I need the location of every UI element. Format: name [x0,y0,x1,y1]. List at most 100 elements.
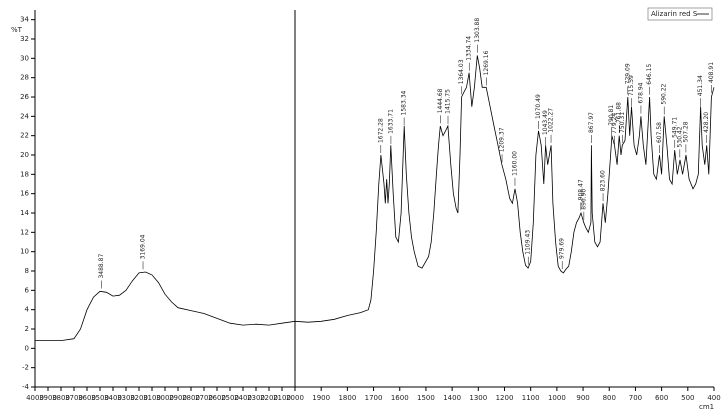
peak-label: 530.42 [676,126,683,147]
x-tick-label: 3600 [78,394,96,402]
peak-label: 715.59 [628,75,635,96]
x-tick-label: 2300 [247,394,265,402]
y-axis-label: %T [11,26,23,34]
y-tick-label: 26 [20,93,29,101]
x-tick-label: 2500 [221,394,239,402]
peak-label: 3488.87 [98,254,105,279]
peak-label: 867.97 [588,112,595,133]
x-tick-label: 2700 [195,394,213,402]
peak-label: 1364.03 [458,59,465,84]
x-tick-label: 600 [655,394,668,402]
peak-label: 1583.34 [401,90,408,115]
y-tick-label: 0 [25,344,29,352]
y-tick-label: -2 [22,364,29,372]
x-tick-label: 3300 [117,394,135,402]
y-tick-label: 28 [20,74,29,82]
peak-label: 750.31 [619,112,626,133]
y-tick-label: 18 [20,170,29,178]
peak-label: 607.58 [656,122,663,143]
x-tick-label: 2200 [260,394,278,402]
peak-label: 1022.27 [548,108,555,133]
y-tick-label: 4 [25,306,30,314]
x-tick-label: 4000 [26,394,44,402]
y-tick-label: 2 [25,325,29,333]
peak-label: 678.94 [637,82,644,103]
x-axis-label: cm1 [699,403,714,411]
x-tick-label: 3700 [65,394,83,402]
peak-label: 1109.43 [525,230,532,255]
peak-label: 1209.37 [499,127,506,152]
peak-label: 1415.75 [445,89,452,114]
x-tick-label: 1600 [391,394,409,402]
x-tick-label: 3200 [130,394,148,402]
peak-label: 1160.00 [511,151,518,176]
peak-label: 896.90 [580,189,587,210]
x-tick-label: 400 [707,394,720,402]
legend-box [647,7,713,21]
y-tick-label: 6 [25,286,30,294]
y-tick-label: 34 [20,16,29,24]
x-tick-label: 2400 [234,394,252,402]
x-tick-label: 3500 [91,394,109,402]
x-tick-label: 1300 [469,394,487,402]
peak-label: 1269.16 [483,50,490,75]
x-tick-label: 1100 [522,394,540,402]
peak-label: 3169.04 [140,234,147,259]
x-tick-label: 2000 [286,394,304,402]
x-tick-label: 2100 [273,394,291,402]
y-tick-label: 24 [20,112,29,120]
peak-label: 590.22 [661,83,668,104]
x-tick-label: 700 [629,394,642,402]
x-tick-label: 1700 [365,394,383,402]
y-tick-label: 14 [20,209,29,217]
x-tick-label: 1000 [548,394,566,402]
peak-label: 1303.88 [474,18,481,43]
x-tick-label: 2900 [169,394,187,402]
peak-label: 823.60 [600,170,607,191]
peak-label: 1334.74 [466,36,473,61]
x-tick-label: 500 [681,394,694,402]
x-tick-label: 1200 [496,394,514,402]
peak-label: 979.69 [559,238,566,259]
peak-label: 507.28 [682,121,689,142]
peak-label: 1070.49 [535,94,542,119]
peak-label: 646.15 [646,64,653,85]
y-tick-label: 30 [20,54,29,62]
y-tick-label: 8 [25,267,29,275]
y-tick-label: 32 [20,35,29,43]
y-tick-label: 12 [20,228,29,236]
peak-label: 408.91 [708,62,715,83]
x-tick-label: 3400 [104,394,122,402]
spectrum-line [35,55,715,341]
x-tick-label: 1500 [417,394,435,402]
peak-label: 549.71 [671,117,678,138]
x-tick-label: 3000 [156,394,174,402]
peak-label: 428.20 [703,112,710,133]
peak-label: 451.34 [697,75,704,96]
x-tick-label: 900 [576,394,589,402]
peak-label: 1444.68 [437,88,444,113]
y-tick-label: -4 [22,383,30,391]
x-tick-label: 2800 [182,394,200,402]
peak-label: 1633.71 [387,109,394,134]
legend-label: Alizarin red S [651,10,698,18]
peak-label: 729.09 [624,63,631,84]
x-tick-label: 1800 [338,394,356,402]
peak-label: 1672.28 [377,118,384,143]
y-tick-label: 20 [20,151,29,159]
peak-label: 1043.49 [542,110,549,135]
y-tick-label: 16 [20,190,29,198]
x-tick-label: 3900 [39,394,57,402]
peak-label: 779.24 [611,113,618,134]
peak-label: 790.81 [608,105,615,126]
y-tick-label: 10 [20,248,29,256]
x-tick-label: 800 [603,394,616,402]
x-tick-label: 1400 [443,394,461,402]
peak-label: 761.88 [616,102,623,123]
x-tick-label: 1900 [312,394,330,402]
peak-label: 908.47 [577,179,584,200]
y-tick-label: 22 [20,132,29,140]
x-tick-label: 2600 [208,394,226,402]
x-tick-label: 3800 [52,394,70,402]
